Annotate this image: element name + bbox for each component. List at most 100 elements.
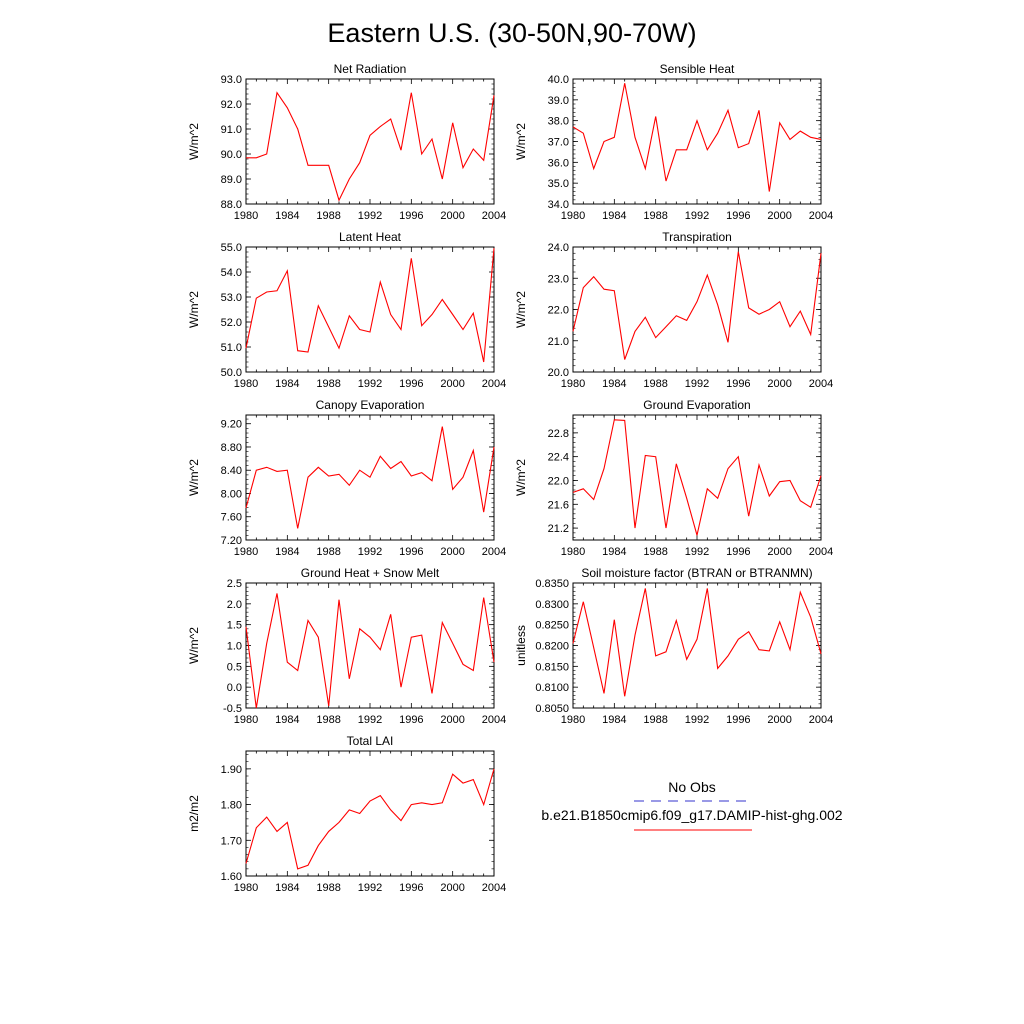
panel-1: Net Radiation W/m^2 1980 1984 1988 1992 1996 20… — [187, 62, 506, 222]
x-tick-label: 1996 — [399, 546, 423, 558]
series-line — [245, 593, 495, 709]
x-tick-label: 1984 — [275, 378, 299, 390]
series-line — [246, 91, 495, 202]
x-tick-label: 1980 — [561, 714, 585, 726]
y-axis-label: unitless — [514, 625, 528, 666]
legend-obs-label: No Obs — [668, 779, 715, 795]
x-tick-label: 1992 — [685, 546, 709, 558]
y-tick-label: 52.0 — [221, 317, 242, 329]
x-tick-label: 2004 — [809, 546, 833, 558]
panel-title: Total LAI — [347, 734, 394, 748]
series-line — [572, 83, 822, 192]
x-tick-label: 1992 — [358, 546, 382, 558]
y-tick-label: 21.0 — [548, 336, 569, 348]
x-tick-label: 2000 — [440, 882, 464, 894]
y-axis-label: W/m^2 — [187, 123, 201, 160]
legend-model-label: b.e21.B1850cmip6.f09_g17.DAMIP-hist-ghg.… — [541, 807, 842, 823]
plot-frame — [572, 78, 822, 205]
y-tick-label: 36.0 — [548, 157, 569, 169]
x-tick-label: 2004 — [482, 714, 506, 726]
y-tick-label: 2.5 — [227, 578, 242, 590]
y-tick-label: 50.0 — [221, 367, 242, 379]
x-tick-label: 2004 — [482, 378, 506, 390]
y-tick-label: 8.00 — [221, 488, 242, 500]
y-tick-label: 35.0 — [548, 178, 569, 190]
y-tick-label: 0.0 — [227, 682, 242, 694]
x-tick-label: 2000 — [440, 210, 464, 222]
x-tick-label: 1984 — [602, 714, 626, 726]
x-tick-label: 1992 — [685, 210, 709, 222]
plot-frame — [572, 414, 822, 541]
x-tick-label: 1992 — [358, 882, 382, 894]
x-tick-label: 1988 — [643, 210, 667, 222]
x-tick-label: 1996 — [399, 714, 423, 726]
x-tick-label: 1988 — [316, 882, 340, 894]
y-tick-label: 1.90 — [221, 764, 242, 776]
y-tick-label: 0.5 — [227, 661, 242, 673]
panel-title: Canopy Evaporation — [316, 398, 425, 412]
x-tick-label: 2004 — [809, 714, 833, 726]
series-line — [572, 588, 822, 697]
y-tick-label: 1.0 — [227, 641, 242, 653]
y-tick-label: 88.0 — [221, 199, 242, 211]
y-tick-label: 7.20 — [221, 535, 242, 547]
y-tick-label: 0.8350 — [535, 578, 569, 590]
x-tick-label: 1984 — [602, 546, 626, 558]
y-tick-label: 40.0 — [548, 74, 569, 86]
x-tick-label: 1980 — [234, 210, 258, 222]
x-tick-label: 2004 — [809, 378, 833, 390]
x-tick-label: 1996 — [399, 378, 423, 390]
x-tick-label: 1980 — [234, 882, 258, 894]
series-line — [245, 426, 495, 529]
y-tick-label: 54.0 — [221, 267, 242, 279]
y-tick-label: 1.60 — [221, 871, 242, 883]
y-tick-label: 91.0 — [221, 124, 242, 136]
y-tick-label: 22.8 — [548, 428, 569, 440]
y-axis-label: W/m^2 — [514, 459, 528, 496]
y-tick-label: 8.80 — [221, 442, 242, 454]
x-tick-label: 1996 — [399, 882, 423, 894]
x-tick-label: 1984 — [602, 378, 626, 390]
x-tick-label: 2004 — [809, 210, 833, 222]
x-tick-label: 1992 — [685, 378, 709, 390]
x-tick-label: 2004 — [482, 882, 506, 894]
y-tick-label: 2.0 — [227, 599, 242, 611]
series-line — [572, 251, 822, 360]
legend: No Obs b.e21.B1850cmip6.f09_g17.DAMIP-hi… — [541, 779, 843, 831]
x-tick-label: 2000 — [440, 546, 464, 558]
y-tick-label: 0.8250 — [535, 620, 569, 632]
x-tick-label: 1980 — [561, 210, 585, 222]
y-tick-label: 21.6 — [548, 499, 569, 511]
panel-2: Sensible Heat W/m^2 1980 1984 1988 1992 1996 20… — [514, 62, 833, 222]
panel-3: Latent Heat W/m^2 1980 1984 1988 1992 1996 2000… — [187, 230, 506, 390]
y-tick-label: 89.0 — [221, 174, 242, 186]
y-tick-label: 24.0 — [548, 242, 569, 254]
y-tick-label: 0.8100 — [535, 682, 569, 694]
panel-7: Ground Heat + Snow Melt W/m^2 1980 1984 1988… — [187, 566, 506, 726]
x-tick-label: 2000 — [767, 378, 791, 390]
x-tick-label: 1988 — [316, 210, 340, 222]
x-tick-label: 1992 — [358, 378, 382, 390]
series-line — [245, 248, 495, 363]
x-tick-label: 2000 — [440, 714, 464, 726]
panel-title: Ground Evaporation — [643, 398, 750, 412]
y-tick-label: 7.60 — [221, 512, 242, 524]
x-tick-label: 1988 — [316, 378, 340, 390]
y-tick-label: 22.4 — [548, 452, 569, 464]
y-axis-label: W/m^2 — [187, 291, 201, 328]
y-tick-label: 38.0 — [548, 116, 569, 128]
y-axis-label: W/m^2 — [187, 459, 201, 496]
x-tick-label: 1992 — [685, 714, 709, 726]
x-tick-label: 1980 — [561, 546, 585, 558]
x-tick-label: 1980 — [234, 714, 258, 726]
y-tick-label: 22.0 — [548, 305, 569, 317]
y-tick-label: 53.0 — [221, 292, 242, 304]
x-tick-label: 1988 — [643, 714, 667, 726]
y-tick-label: 93.0 — [221, 74, 242, 86]
x-tick-label: 1988 — [316, 714, 340, 726]
y-tick-label: 1.70 — [221, 835, 242, 847]
y-tick-label: 8.40 — [221, 465, 242, 477]
y-tick-label: 21.2 — [548, 523, 569, 535]
y-axis-label: m2/m2 — [187, 795, 201, 832]
y-tick-label: 1.5 — [227, 620, 242, 632]
